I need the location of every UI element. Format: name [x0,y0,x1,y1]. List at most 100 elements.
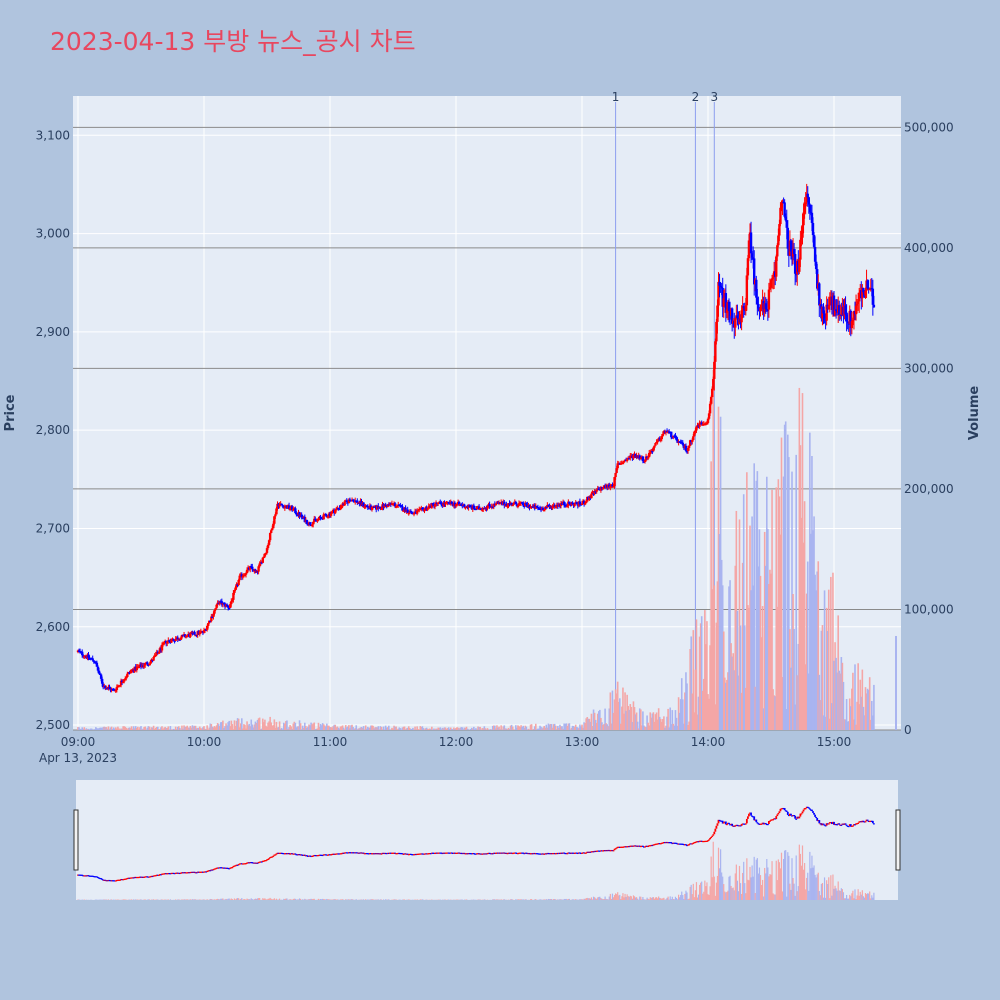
range-slider-volume-bar [402,899,405,900]
volume-bar [183,725,185,730]
volume-bar [165,728,167,730]
range-slider-candle [183,872,185,874]
range-slider-volume-bar [394,899,396,900]
volume-bar [255,723,258,730]
volume-bar [511,726,514,730]
volume-bar [215,725,218,730]
range-slider-volume-bar [704,880,706,900]
volume-bar [652,712,655,730]
range-slider-volume-bar [724,891,726,900]
range-slider-candle [478,853,480,855]
range-slider-candle [475,853,477,855]
volume-bar [339,726,342,730]
range-slider-candle [304,855,307,857]
range-slider-candle [480,853,483,855]
range-slider-candle [772,819,774,821]
candle-body [273,516,276,524]
volume-bar [155,726,158,730]
volume-bar [208,727,211,730]
volume-bar [197,727,200,730]
candle-body [648,452,651,458]
range-slider-volume-bar [634,897,637,900]
range-slider-candle [690,843,693,845]
range-slider-candle [82,875,85,877]
range-slider-volume-bar [785,850,787,900]
range-slider-candle [753,816,756,821]
range-slider-candle [727,822,729,825]
range-slider-volume-bar [522,899,524,900]
range-slider-volume-bar [741,893,743,900]
range-slider-volume-bar [831,895,833,900]
range-slider-volume-bar [807,872,809,900]
volume-bar [270,722,272,730]
range-slider-volume-bar [177,899,179,900]
range-slider-right-handle[interactable] [895,809,901,871]
candle-body [272,523,275,529]
range-slider-volume-bar [647,898,649,900]
volume-bar [728,586,730,730]
range-slider-candle [93,876,96,878]
range-slider-candle [489,853,492,855]
range-slider-candle [401,853,404,855]
candle-body [312,521,315,525]
range-slider[interactable] [73,780,901,900]
range-slider-candle [708,839,710,841]
range-slider-candle [210,869,213,871]
candle-body [491,506,494,508]
range-slider-volume-bar [734,873,736,900]
range-slider-candle [208,870,211,872]
range-slider-volume-bar [157,899,159,900]
volume-bar [721,585,724,730]
volume-bar [254,721,257,730]
range-slider-volume-bar [229,899,231,900]
volume-bar [142,728,144,730]
volume-bar [435,728,437,730]
volume-bar [769,569,771,730]
volume-bar [569,729,572,730]
range-slider-volume-bar [868,893,870,900]
range-slider-candle [133,876,136,879]
range-slider-left-handle[interactable] [73,809,79,871]
range-slider-candle [140,876,142,878]
range-slider-candle [245,863,247,865]
volume-bar [773,695,775,730]
volume-bar [616,681,619,730]
volume-bar [482,728,485,730]
volume-bar [78,727,80,730]
range-slider-volume-bar [657,898,659,900]
candle-body [176,637,179,640]
range-slider-volume-bar [857,889,859,900]
range-slider-candle [228,868,231,870]
range-slider-candle [122,879,125,881]
range-slider-candle [717,819,720,824]
volume-bar [799,445,802,730]
candle-body [274,514,277,517]
range-slider-volume-bar [872,897,874,900]
candle-body [541,508,545,511]
volume-bar [250,719,253,730]
volume-bar [239,723,242,730]
range-slider-candle [497,852,499,854]
range-slider-candle [217,867,220,869]
range-slider-volume-bar [560,899,562,900]
range-slider-candle [399,852,402,855]
range-slider-volume-bar [716,875,719,900]
volume-bar [319,723,322,730]
range-slider-volume-bar [135,899,137,900]
range-slider-candle [129,877,132,879]
range-slider-candle [574,852,577,854]
candle-body [656,440,659,443]
range-slider-candle [230,867,233,869]
range-slider-candle [267,858,269,861]
volume-bar [873,684,875,730]
volume-bar [138,729,140,730]
range-slider-volume-bar [605,898,607,900]
volume-bar [713,585,716,730]
candle-body [162,642,166,645]
volume-bar [232,729,235,730]
range-slider-candle [340,853,343,855]
volume-bar [174,726,177,730]
range-slider-candle [818,820,821,824]
range-slider-candle [461,852,464,855]
range-slider-candle [472,853,475,855]
